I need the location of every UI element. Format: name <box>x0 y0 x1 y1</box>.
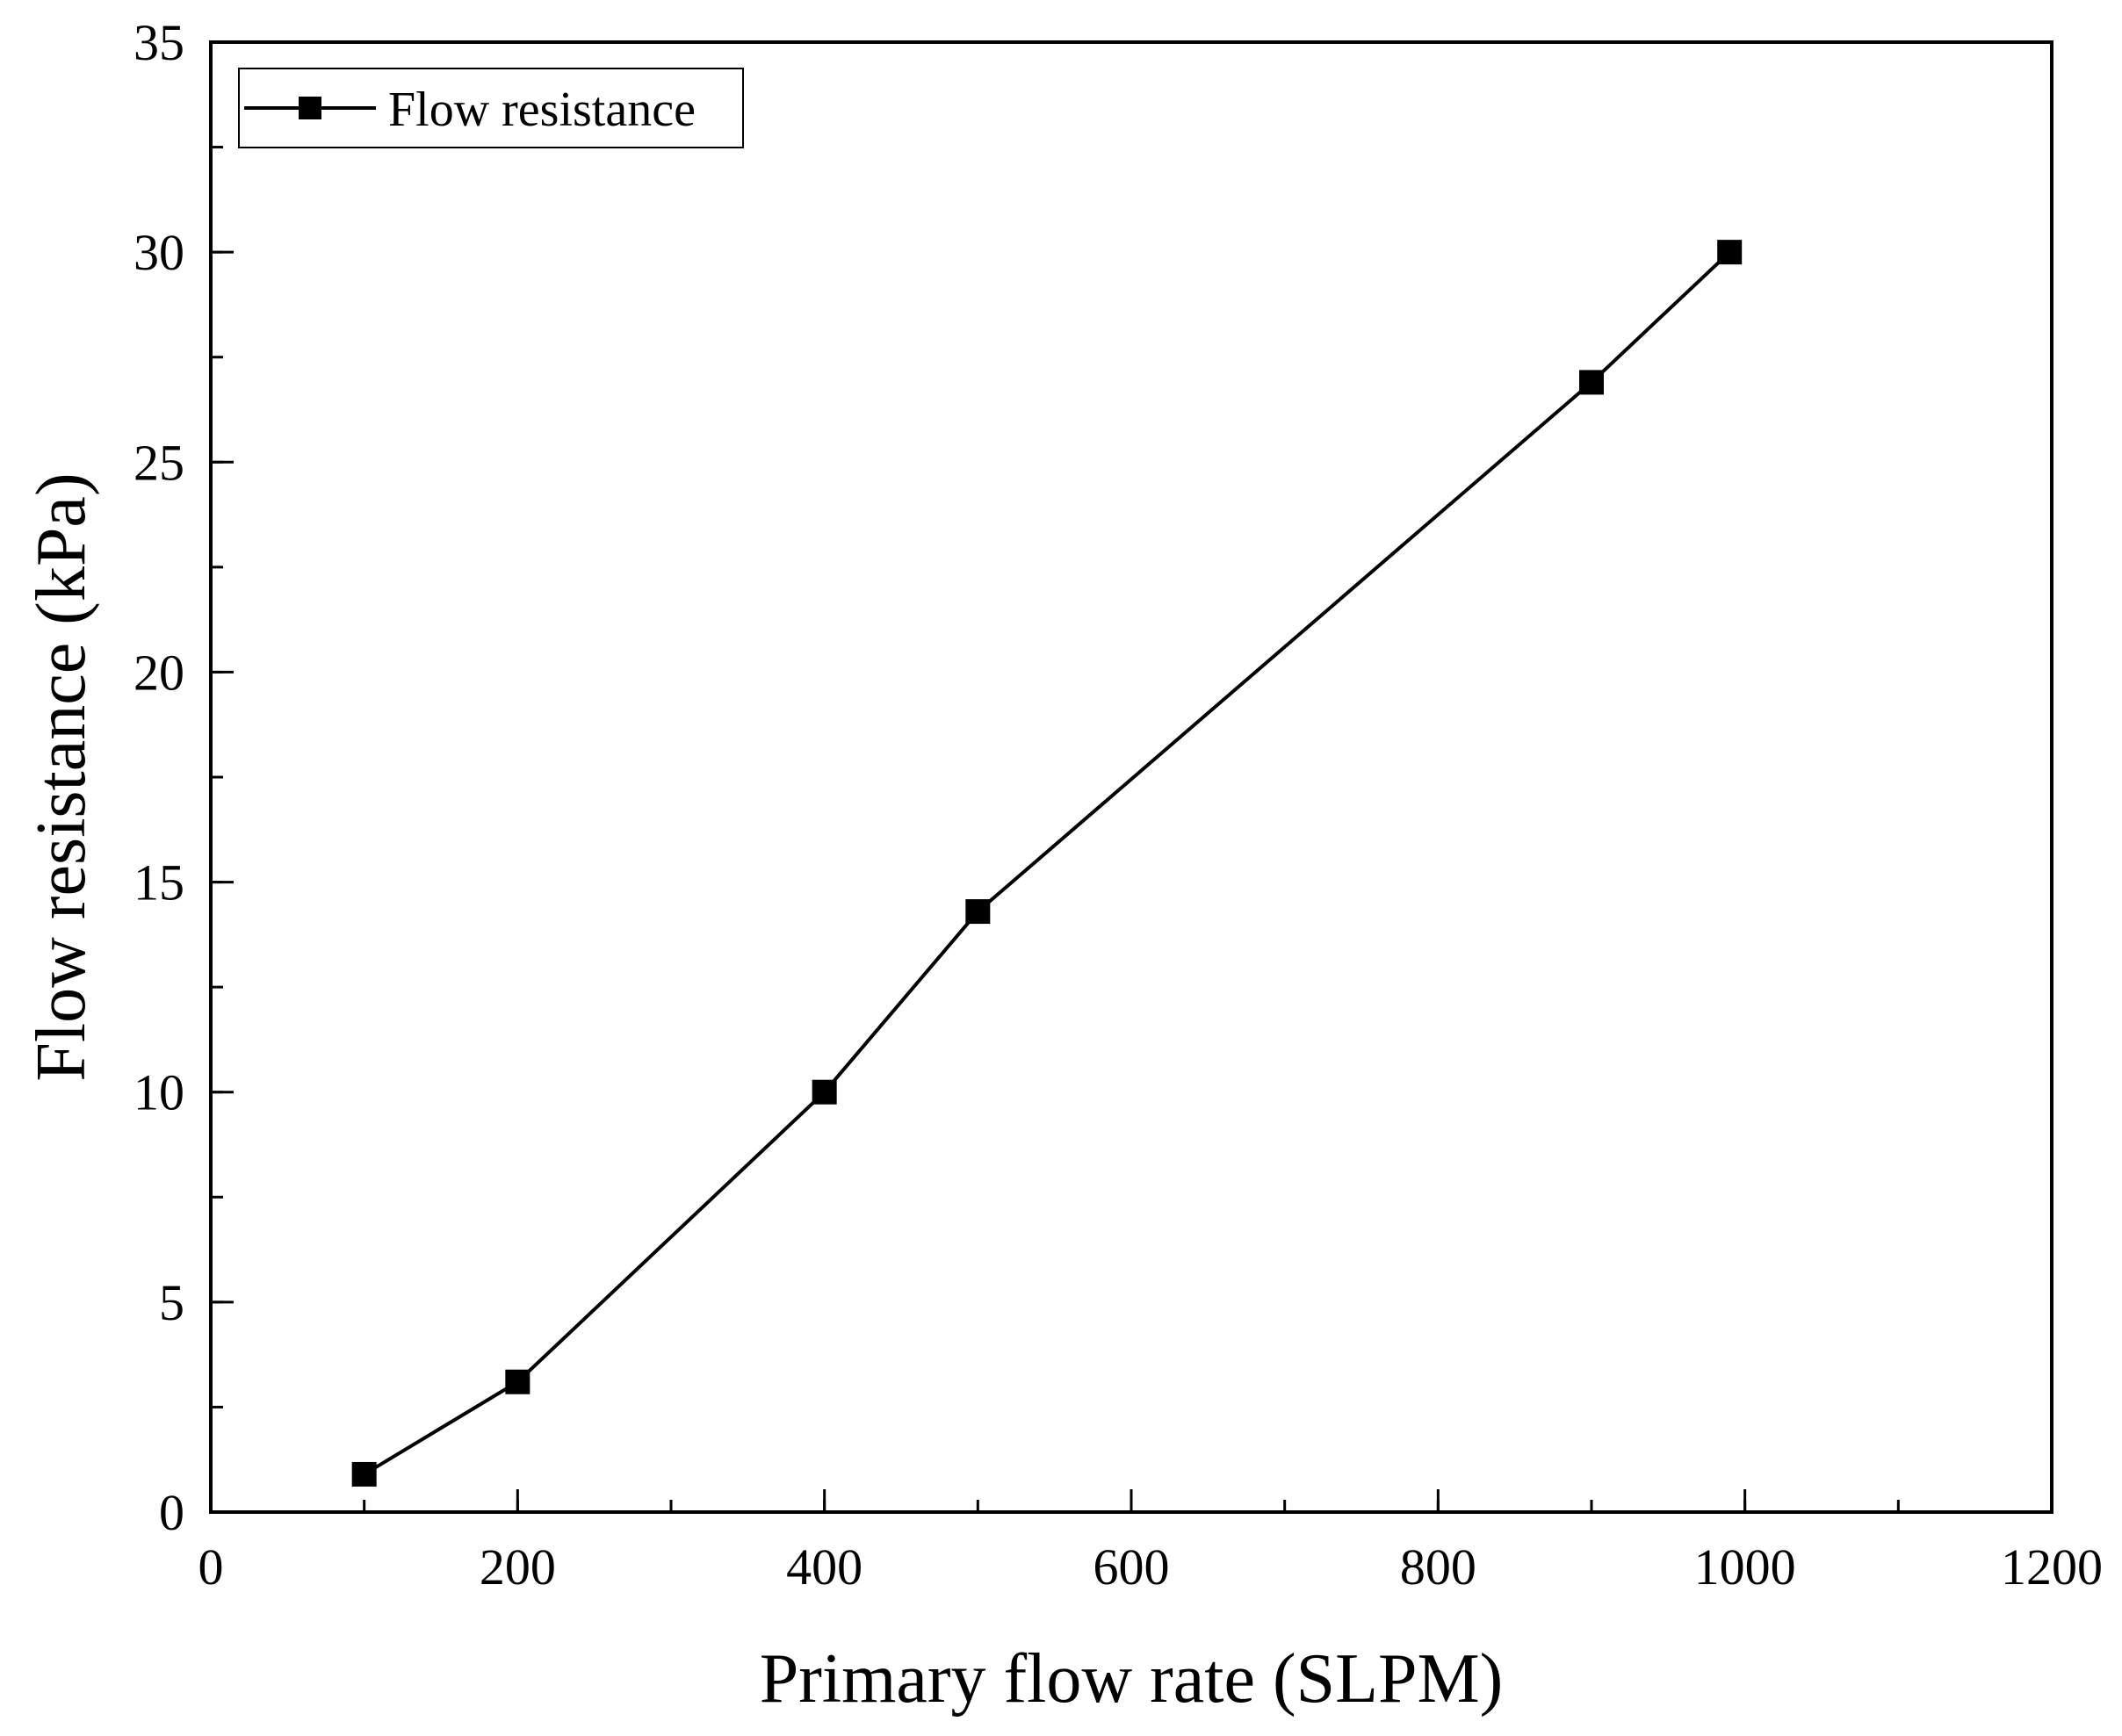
y-tick-label: 15 <box>134 854 184 911</box>
x-tick-label: 600 <box>1093 1538 1170 1596</box>
data-point-marker <box>812 1079 837 1105</box>
legend-label: Flow resistance <box>388 83 696 137</box>
x-tick-label: 200 <box>480 1538 556 1596</box>
x-tick-label: 400 <box>786 1538 863 1596</box>
legend: Flow resistance <box>238 68 744 148</box>
y-tick-label: 35 <box>134 14 184 71</box>
data-point-marker <box>505 1369 530 1394</box>
x-tick-label: 1200 <box>2001 1538 2103 1596</box>
y-tick-label: 25 <box>134 434 184 491</box>
y-axis-title: Flow resistance (kPa) <box>23 472 100 1081</box>
legend-square-marker <box>299 97 321 119</box>
ticks-layer: 0 200 400 600 800 1000 1200 0 5 10 15 20 25 30 35 <box>134 14 2103 1596</box>
data-point-marker <box>1717 240 1743 265</box>
y-tick-label: 5 <box>159 1274 184 1331</box>
y-tick-label: 0 <box>159 1484 184 1541</box>
series-layer <box>351 240 1743 1487</box>
plot-frame <box>209 40 2053 1514</box>
data-point-marker <box>1579 370 1604 395</box>
series-line <box>363 250 1731 1476</box>
data-point-marker <box>351 1461 377 1487</box>
x-tick-label: 800 <box>1400 1538 1476 1596</box>
x-tick-label: 0 <box>198 1538 224 1596</box>
y-tick-label: 10 <box>134 1064 184 1121</box>
x-axis-title: Primary flow rate (SLPM) <box>760 1640 1504 1718</box>
y-tick-label: 20 <box>134 644 184 701</box>
data-point-marker <box>965 899 991 925</box>
x-tick-label: 1000 <box>1694 1538 1796 1596</box>
y-tick-label: 30 <box>134 224 184 281</box>
